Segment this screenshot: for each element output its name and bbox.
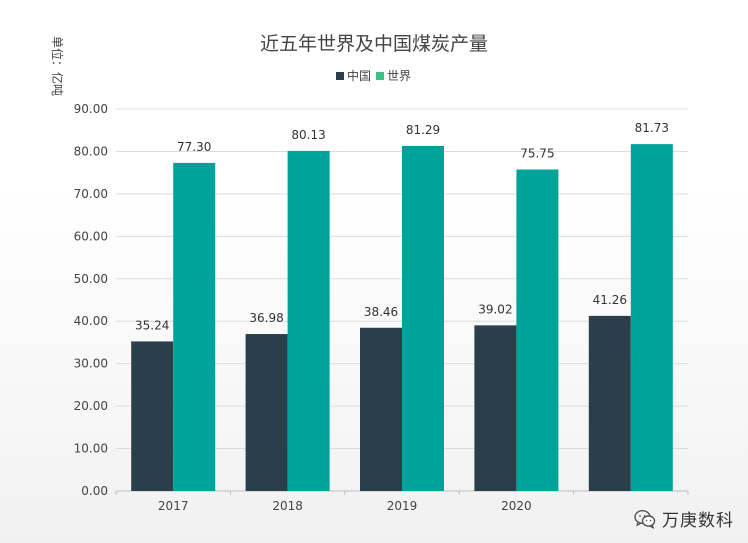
bar-china <box>360 327 402 491</box>
bar-china <box>131 341 174 491</box>
bar-world <box>402 145 444 491</box>
bar-value-label: 35.24 <box>135 318 169 332</box>
chart-title: 近五年世界及中国煤炭产量 <box>260 33 488 55</box>
bar-value-label: 36.98 <box>249 311 283 325</box>
x-tick-labels: 2017 2018 2019 2020 <box>158 499 532 513</box>
legend-swatch <box>336 72 344 80</box>
x-tick-label: 2020 <box>501 499 532 513</box>
bar-value-label: 81.73 <box>635 121 669 135</box>
y-tick-label: 80.00 <box>74 144 108 158</box>
y-tick-label: 40.00 <box>74 314 108 328</box>
bars <box>131 144 673 491</box>
bar-world <box>630 144 673 491</box>
y-tick-label: 30.00 <box>74 357 108 371</box>
bar-world <box>287 150 330 491</box>
bar-china <box>474 325 517 491</box>
x-tick-label: 2017 <box>158 499 189 513</box>
x-tick-label: 2019 <box>387 499 418 513</box>
legend-label: 中国 <box>347 68 371 83</box>
bar-value-label: 38.46 <box>364 305 398 319</box>
bar-china <box>245 334 288 491</box>
y-tick-labels: 0.00 10.00 20.00 30.00 40.00 50.00 60.00 70.00 8… <box>74 102 108 498</box>
legend: 中国 世界 <box>336 68 411 83</box>
legend-swatch <box>376 72 384 80</box>
wechat-icon <box>634 509 656 529</box>
bar-value-label: 41.26 <box>593 293 627 307</box>
y-tick-label: 60.00 <box>74 229 108 243</box>
y-tick-label: 0.00 <box>81 484 108 498</box>
y-axis-label: 单位：亿吨 <box>50 36 65 96</box>
x-tick-label: 2018 <box>272 499 303 513</box>
y-tick-label: 90.00 <box>74 102 108 116</box>
bar-world <box>173 162 216 491</box>
y-tick-label: 70.00 <box>74 187 108 201</box>
bar-value-label: 77.30 <box>177 140 211 154</box>
y-tick-label: 20.00 <box>74 399 108 413</box>
bar-value-label: 39.02 <box>478 302 512 316</box>
y-tick-label: 10.00 <box>74 442 108 456</box>
bar-china <box>588 315 631 491</box>
legend-label: 世界 <box>387 69 411 83</box>
y-tick-label: 50.00 <box>74 272 108 286</box>
bar-value-label: 75.75 <box>520 146 554 160</box>
bar-value-label: 81.29 <box>406 123 440 137</box>
watermark-text: 万庚数科 <box>662 511 734 531</box>
bar-value-labels: 35.24 77.30 36.98 80.13 38.46 81.29 39.02 75.75… <box>135 121 669 332</box>
bar-value-label: 80.13 <box>291 128 325 142</box>
watermark: 万庚数科 <box>634 506 734 531</box>
bar-world <box>516 169 559 491</box>
